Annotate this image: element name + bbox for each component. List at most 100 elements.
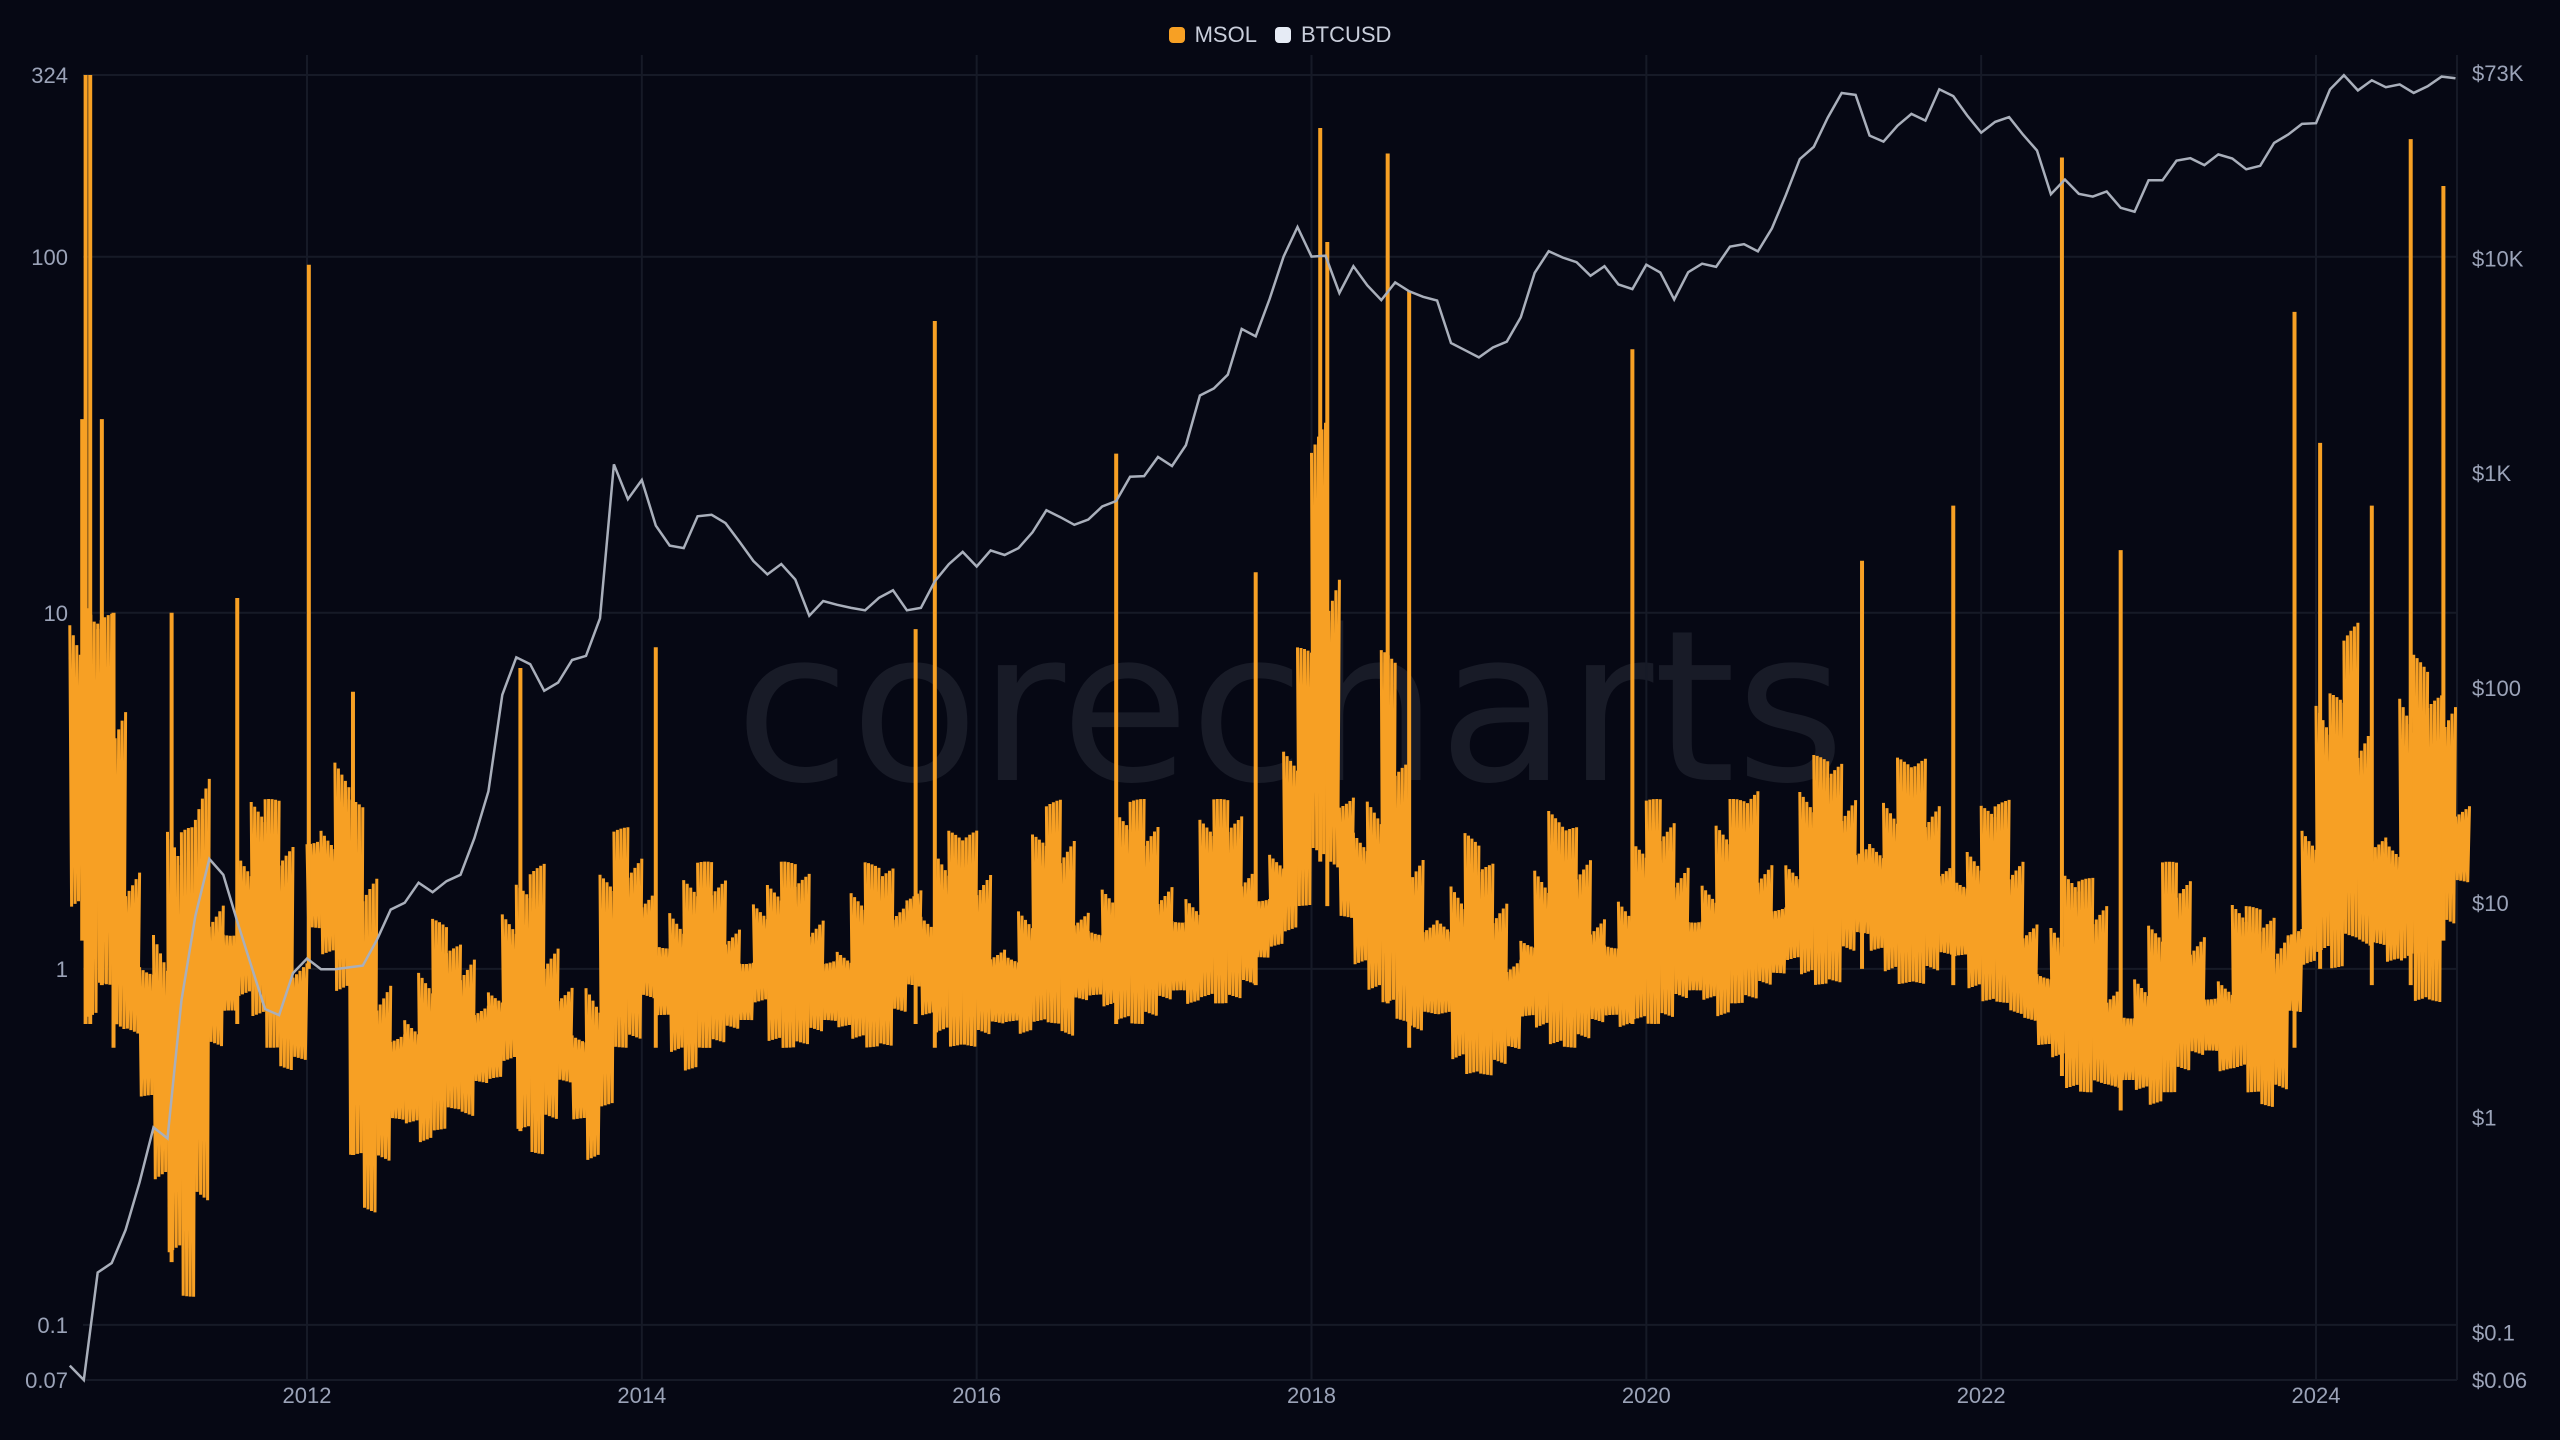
msol-month-segment: [2188, 937, 2206, 1055]
msol-month-segment: [1616, 901, 1634, 1027]
msol-month-segment: [2133, 979, 2151, 1090]
msol-month-segment: [1840, 800, 1858, 951]
msol-month-segment: [1044, 799, 1062, 1024]
msol-month-segment: [1351, 832, 1369, 965]
msol-month-segment: [640, 891, 658, 999]
msol-month-segment: [2370, 837, 2388, 945]
msol-month-segment: [2314, 705, 2332, 952]
msol-month-segment: [584, 988, 602, 1160]
msol-month-segment: [96, 613, 114, 985]
msol-month-segment: [500, 914, 518, 1061]
msol-month-segment: [1742, 791, 1760, 999]
msol-month-segment: [793, 873, 811, 1045]
msol-month-segment: [989, 949, 1007, 1024]
msol-month-segment: [2384, 842, 2402, 962]
msol-month-segment: [2216, 981, 2234, 1072]
btcusd-swatch: [1274, 27, 1291, 43]
msol-month-segment: [1728, 798, 1746, 1004]
msol-month-segment: [2105, 987, 2123, 1088]
msol-month-segment: [2328, 693, 2346, 969]
right-tick-label: $73K: [2472, 61, 2524, 86]
msol-month-segment: [138, 967, 155, 1097]
msol-month-segment: [1547, 810, 1565, 1045]
msol-month-segment: [403, 1020, 421, 1124]
msol-month-segment: [654, 945, 672, 1016]
msol-month-segment: [1993, 799, 2011, 1003]
msol-month-segment: [375, 985, 393, 1161]
right-tick-label: $10K: [2472, 246, 2524, 271]
msol-month-segment: [166, 831, 183, 1253]
msol-series: [68, 75, 2471, 1297]
msol-month-segment: [1100, 889, 1118, 1007]
msol-month-segment: [751, 904, 769, 1003]
msol-month-segment: [1031, 834, 1048, 1022]
msol-month-segment: [1951, 880, 1969, 957]
msol-month-segment: [1184, 899, 1202, 1004]
msol-month-segment: [2244, 906, 2262, 1093]
msol-month-segment: [193, 778, 211, 1201]
msol-month-segment: [1421, 921, 1439, 1015]
msol-month-segment: [1784, 865, 1802, 961]
msol-month-segment: [445, 944, 462, 1110]
msol-month-segment: [1826, 763, 1844, 983]
msol-month-segment: [1798, 791, 1816, 975]
msol-month-segment: [472, 1005, 490, 1084]
msol-month-segment: [2230, 904, 2248, 1069]
msol-month-segment: [765, 884, 783, 1041]
msol-month-segment: [1658, 823, 1676, 1017]
msol-month-segment: [514, 884, 532, 1129]
msol-month-segment: [1337, 797, 1355, 918]
legend-item-msol[interactable]: MSOL: [1168, 22, 1257, 48]
msol-month-segment: [1561, 827, 1579, 1048]
msol-month-segment: [807, 920, 825, 1032]
msol-month-segment: [2175, 881, 2192, 1071]
btcusd-line: [68, 73, 2456, 1383]
msol-month-segment: [249, 801, 267, 1017]
msol-month-segment: [863, 862, 881, 1048]
msol-month-segment: [738, 962, 755, 1021]
msol-swatch: [1168, 27, 1185, 43]
msol-month-segment: [1463, 833, 1481, 1075]
left-tick-label: 1: [56, 957, 68, 982]
msol-month-segment: [2077, 877, 2095, 1093]
right-tick-label: $0.06: [2472, 1368, 2527, 1393]
msol-month-segment: [263, 798, 281, 1048]
legend-label-msol: MSOL: [1194, 22, 1257, 47]
msol-month-segment: [1086, 931, 1104, 996]
msol-month-segment: [1589, 919, 1606, 1023]
msol-month-segment: [1812, 754, 1830, 985]
msol-month-segment: [1156, 887, 1174, 1000]
btcusd-series: [68, 73, 2456, 1383]
msol-month-segment: [2342, 622, 2360, 938]
msol-month-segment: [124, 872, 142, 1034]
msol-month-segment: [1407, 859, 1425, 1031]
msol-month-segment: [1937, 864, 1955, 955]
msol-month-segment: [1868, 843, 1885, 951]
msol-month-segment: [1979, 805, 1997, 1002]
msol-month-segment: [389, 1034, 407, 1120]
msol-month-segment: [598, 874, 616, 1107]
msol-month-segment: [1686, 921, 1704, 991]
msol-month-segment: [1365, 801, 1383, 990]
msol-month-segment: [417, 972, 435, 1143]
msol-month-segment: [152, 934, 169, 1180]
msol-month-segment: [1268, 854, 1286, 947]
msol-month-segment: [2426, 695, 2444, 1003]
msol-month-segment: [1923, 806, 1941, 971]
msol-month-segment: [821, 959, 839, 1021]
msol-month-segment: [2161, 861, 2178, 1093]
legend-item-btcusd[interactable]: BTCUSD: [1274, 22, 1391, 48]
msol-month-segment: [1435, 920, 1453, 1015]
msol-month-segment: [2147, 925, 2164, 1105]
msol-month-segment: [1533, 870, 1551, 1028]
msol-month-segment: [1714, 825, 1732, 1017]
msol-month-segment: [207, 905, 225, 1047]
right-tick-label: $1: [2472, 1106, 2496, 1131]
msol-month-segment: [1393, 761, 1411, 1022]
msol-month-segment: [221, 934, 239, 1011]
msol-month-segment: [1630, 842, 1648, 1020]
msol-month-segment: [1212, 798, 1230, 1004]
legend: MSOL BTCUSD: [0, 22, 2560, 48]
msol-month-segment: [612, 827, 630, 1048]
